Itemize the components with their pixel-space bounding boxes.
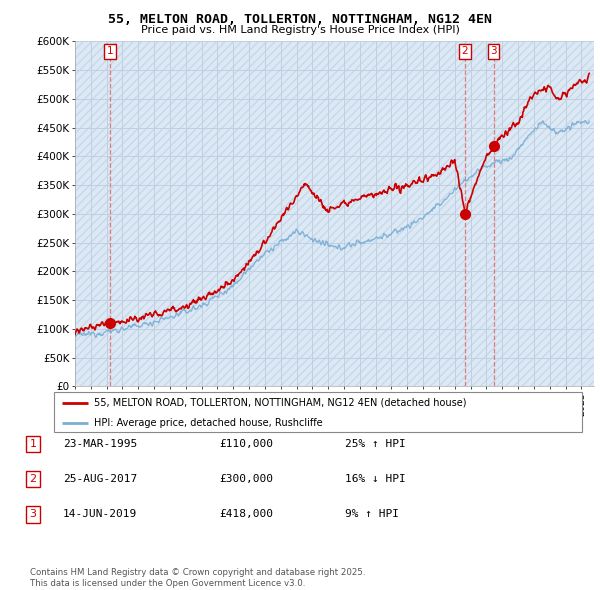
Text: 14-JUN-2019: 14-JUN-2019: [63, 510, 137, 519]
Text: 2: 2: [462, 47, 469, 57]
Text: 25-AUG-2017: 25-AUG-2017: [63, 474, 137, 484]
Text: 1: 1: [107, 47, 113, 57]
Text: 23-MAR-1995: 23-MAR-1995: [63, 439, 137, 448]
Text: £110,000: £110,000: [219, 439, 273, 448]
Text: 1: 1: [29, 439, 37, 448]
Text: £418,000: £418,000: [219, 510, 273, 519]
Text: £300,000: £300,000: [219, 474, 273, 484]
Text: Contains HM Land Registry data © Crown copyright and database right 2025.
This d: Contains HM Land Registry data © Crown c…: [30, 568, 365, 588]
Text: 2: 2: [29, 474, 37, 484]
Text: 16% ↓ HPI: 16% ↓ HPI: [345, 474, 406, 484]
Text: 25% ↑ HPI: 25% ↑ HPI: [345, 439, 406, 448]
Text: 3: 3: [490, 47, 497, 57]
Text: HPI: Average price, detached house, Rushcliffe: HPI: Average price, detached house, Rush…: [94, 418, 322, 428]
Text: 9% ↑ HPI: 9% ↑ HPI: [345, 510, 399, 519]
Text: 55, MELTON ROAD, TOLLERTON, NOTTINGHAM, NG12 4EN (detached house): 55, MELTON ROAD, TOLLERTON, NOTTINGHAM, …: [94, 398, 466, 408]
Text: 55, MELTON ROAD, TOLLERTON, NOTTINGHAM, NG12 4EN: 55, MELTON ROAD, TOLLERTON, NOTTINGHAM, …: [108, 13, 492, 26]
Text: Price paid vs. HM Land Registry's House Price Index (HPI): Price paid vs. HM Land Registry's House …: [140, 25, 460, 35]
Text: 3: 3: [29, 510, 37, 519]
